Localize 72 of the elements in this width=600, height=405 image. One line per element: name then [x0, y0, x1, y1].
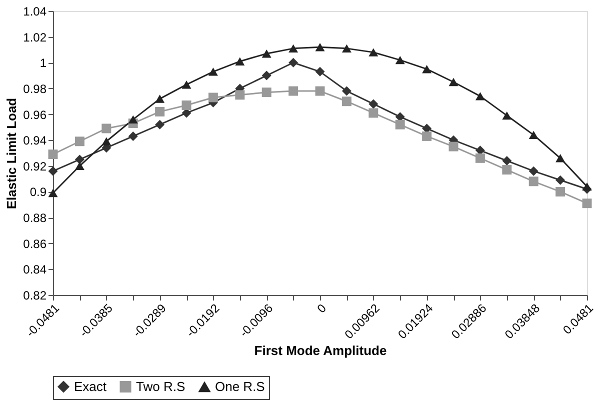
point [48, 150, 58, 160]
point [342, 96, 352, 106]
x-tick-label: 0 [314, 300, 330, 316]
point [288, 86, 298, 96]
y-tick-label: 0.88 [23, 211, 47, 226]
point [102, 137, 112, 146]
point [502, 111, 512, 120]
point [208, 92, 218, 102]
point [368, 48, 378, 56]
point [422, 131, 432, 141]
point [155, 120, 165, 130]
point [74, 154, 84, 164]
y-axis-title: Elastic Limit Load [4, 98, 20, 210]
y-tick-label: 0.92 [23, 159, 47, 174]
point [262, 70, 272, 80]
point [502, 165, 512, 175]
point [182, 108, 192, 118]
point [528, 166, 538, 176]
point [235, 90, 245, 100]
legend-label: One R.S [215, 379, 266, 394]
point [556, 186, 566, 196]
y-tick-label: 1 [40, 56, 47, 70]
point [288, 58, 298, 68]
point [342, 86, 352, 96]
point [368, 108, 378, 118]
point [208, 68, 218, 76]
y-tick-label: 0.9 [30, 185, 47, 200]
point [475, 92, 485, 100]
y-tick-label: 0.94 [23, 134, 47, 148]
point [422, 64, 432, 74]
point [448, 142, 458, 152]
point [315, 86, 325, 96]
point [502, 156, 512, 166]
point [182, 80, 192, 89]
point [128, 115, 138, 124]
point [582, 198, 592, 208]
point [182, 100, 192, 110]
point [395, 120, 405, 130]
point [395, 56, 405, 64]
y-tick-label: 1.02 [23, 30, 47, 44]
point [556, 154, 566, 162]
point [528, 176, 538, 186]
point [315, 43, 325, 52]
point [342, 44, 352, 53]
y-tick-label: 0.82 [23, 288, 47, 302]
point [262, 49, 272, 58]
y-tick-label: 0.96 [23, 108, 47, 122]
point [556, 175, 566, 185]
point [262, 88, 272, 98]
point [475, 153, 485, 163]
point [528, 130, 538, 140]
x-axis-title: First Mode Amplitude [254, 342, 387, 358]
point [74, 136, 84, 146]
point [315, 66, 325, 76]
point [448, 78, 458, 86]
point [235, 57, 245, 66]
point [102, 124, 112, 134]
legend-label: Two R.S [136, 378, 186, 394]
legend-label: Exact [74, 378, 107, 394]
point [582, 182, 592, 191]
point [155, 106, 165, 116]
point [288, 44, 298, 53]
point [48, 188, 58, 198]
point [368, 99, 378, 109]
y-tick-label: 0.98 [23, 82, 47, 96]
point [155, 94, 165, 103]
point [48, 166, 58, 176]
y-tick-label: 0.86 [23, 236, 47, 251]
point [128, 131, 138, 141]
point [74, 162, 84, 170]
y-tick-label: 1.04 [23, 4, 47, 18]
y-tick-label: 0.84 [23, 262, 47, 277]
